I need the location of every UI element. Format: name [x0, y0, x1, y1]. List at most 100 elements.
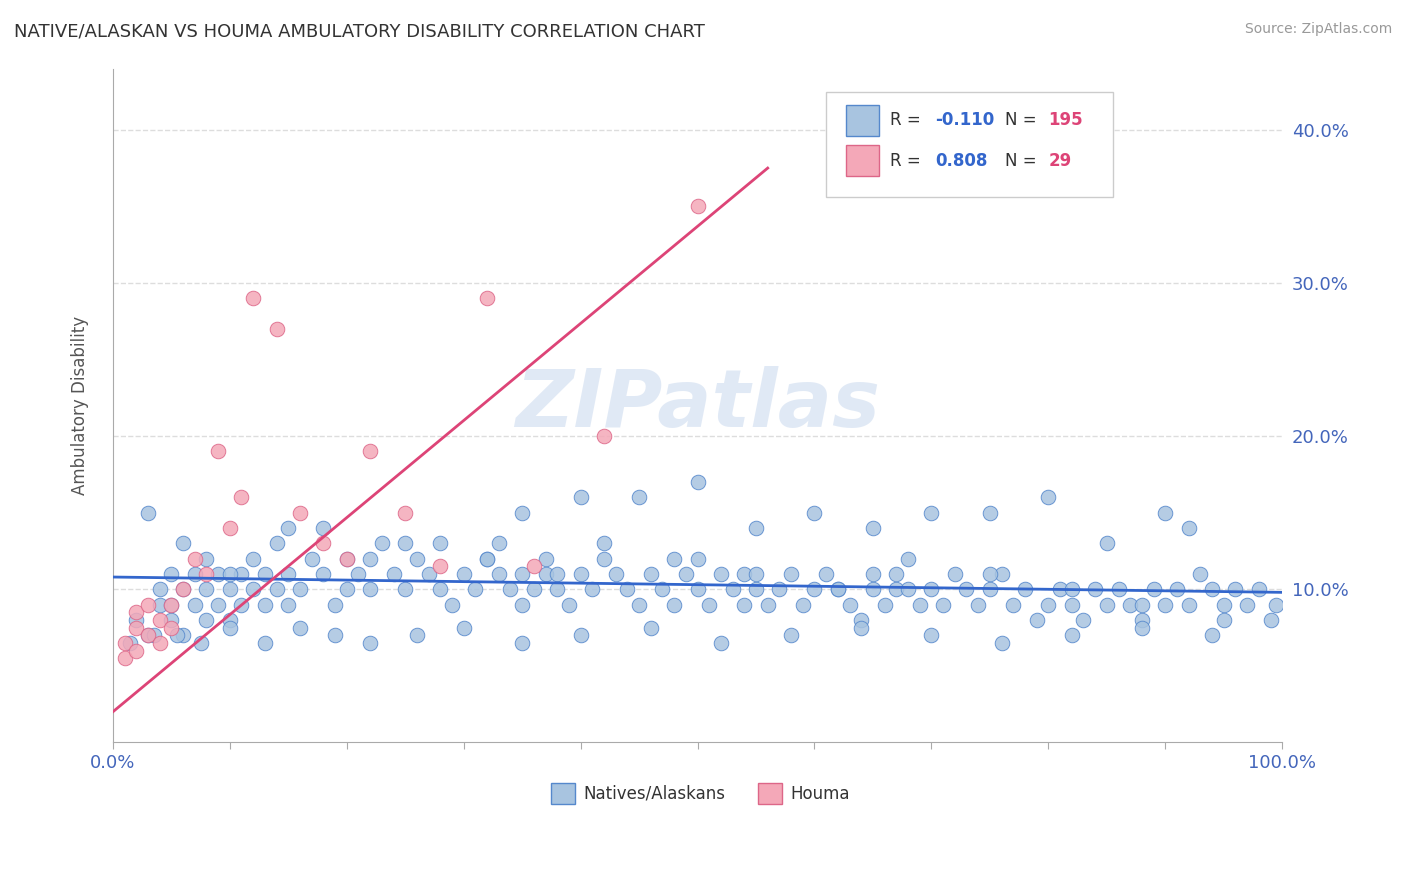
Text: N =: N =: [1005, 152, 1042, 169]
Point: [523, 582, 546, 597]
Point: [827, 582, 849, 597]
Point: [149, 598, 172, 612]
Point: [686, 199, 709, 213]
Point: [359, 636, 381, 650]
Point: [114, 636, 136, 650]
Point: [120, 636, 142, 650]
Point: [780, 628, 803, 642]
Point: [336, 551, 359, 566]
Text: 29: 29: [1049, 152, 1071, 169]
Point: [218, 521, 240, 535]
Point: [803, 506, 825, 520]
Point: [1095, 598, 1118, 612]
Point: [475, 291, 498, 305]
Point: [862, 521, 884, 535]
Point: [429, 582, 451, 597]
Point: [266, 536, 288, 550]
Point: [312, 521, 335, 535]
Text: -0.110: -0.110: [935, 112, 994, 129]
Point: [277, 598, 299, 612]
Y-axis label: Ambulatory Disability: Ambulatory Disability: [72, 316, 89, 495]
Point: [886, 566, 908, 581]
Text: Source: ZipAtlas.com: Source: ZipAtlas.com: [1244, 22, 1392, 37]
Point: [253, 598, 276, 612]
Point: [160, 598, 183, 612]
Point: [943, 566, 966, 581]
Point: [721, 582, 744, 597]
Point: [183, 566, 205, 581]
Point: [394, 506, 416, 520]
Point: [195, 551, 218, 566]
Point: [418, 566, 440, 581]
Point: [1095, 536, 1118, 550]
Point: [1038, 491, 1060, 505]
Point: [897, 582, 920, 597]
Point: [1166, 582, 1188, 597]
Point: [920, 582, 942, 597]
Point: [920, 506, 942, 520]
Point: [149, 613, 172, 627]
Point: [382, 566, 405, 581]
Point: [394, 536, 416, 550]
Point: [231, 598, 253, 612]
Point: [1142, 582, 1164, 597]
Point: [359, 444, 381, 458]
Point: [686, 475, 709, 489]
Point: [1084, 582, 1107, 597]
Point: [172, 582, 194, 597]
Point: [323, 628, 346, 642]
Point: [628, 491, 651, 505]
Point: [745, 566, 768, 581]
Point: [218, 566, 240, 581]
Point: [886, 582, 908, 597]
Point: [675, 566, 697, 581]
Point: [277, 566, 299, 581]
Point: [1002, 598, 1025, 612]
Point: [136, 506, 159, 520]
Point: [323, 598, 346, 612]
Point: [231, 566, 253, 581]
Point: [183, 598, 205, 612]
Text: N =: N =: [1005, 112, 1042, 129]
Point: [440, 598, 463, 612]
Point: [488, 536, 510, 550]
Point: [733, 566, 755, 581]
Point: [312, 536, 335, 550]
Point: [1201, 628, 1223, 642]
Text: NATIVE/ALASKAN VS HOUMA AMBULATORY DISABILITY CORRELATION CHART: NATIVE/ALASKAN VS HOUMA AMBULATORY DISAB…: [14, 22, 704, 40]
Point: [218, 582, 240, 597]
Point: [242, 551, 264, 566]
Point: [195, 566, 218, 581]
Point: [1201, 582, 1223, 597]
Point: [475, 551, 498, 566]
Point: [897, 551, 920, 566]
Point: [873, 598, 896, 612]
Point: [136, 598, 159, 612]
Point: [195, 582, 218, 597]
Point: [1177, 598, 1199, 612]
Point: [780, 566, 803, 581]
Point: [190, 636, 212, 650]
Point: [1025, 613, 1047, 627]
Point: [1060, 582, 1083, 597]
Point: [920, 628, 942, 642]
Point: [569, 628, 592, 642]
Point: [756, 598, 779, 612]
Point: [406, 628, 429, 642]
Point: [453, 621, 475, 635]
Point: [288, 582, 311, 597]
Point: [662, 598, 685, 612]
Text: Natives/Alaskans: Natives/Alaskans: [583, 785, 725, 803]
Point: [242, 582, 264, 597]
Point: [792, 598, 814, 612]
Point: [1225, 582, 1247, 597]
Point: [266, 582, 288, 597]
Point: [838, 598, 860, 612]
Point: [955, 582, 977, 597]
Point: [523, 559, 546, 574]
Point: [640, 566, 662, 581]
Point: [967, 598, 990, 612]
Point: [499, 582, 522, 597]
Point: [207, 444, 229, 458]
Point: [546, 582, 568, 597]
